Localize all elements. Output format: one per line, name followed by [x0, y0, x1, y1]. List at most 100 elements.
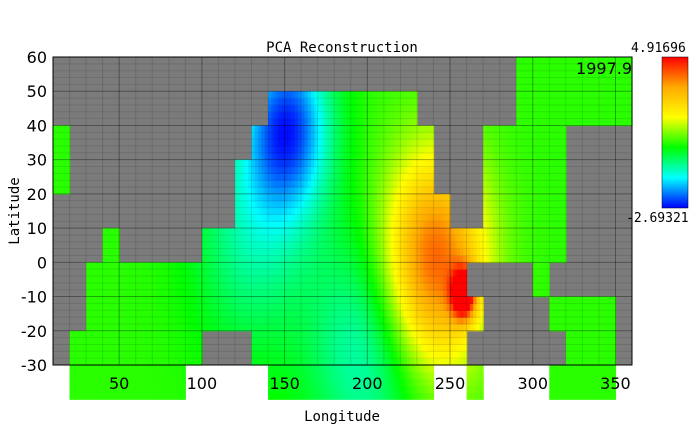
heatmap-cell [334, 139, 339, 147]
heatmap-cell [344, 276, 349, 284]
heatmap-cell [433, 207, 438, 216]
heatmap-cell [301, 234, 306, 243]
heatmap-cell [301, 303, 306, 311]
heatmap-cell [377, 269, 382, 277]
heatmap-cell [433, 228, 438, 236]
heatmap-cell [105, 269, 110, 277]
heatmap-cell [314, 385, 319, 393]
heatmap-cell [450, 303, 454, 311]
heatmap-cell [579, 296, 583, 304]
heatmap-cell [532, 63, 537, 72]
heatmap-cell [56, 125, 61, 133]
heatmap-cell [373, 310, 378, 318]
heatmap-cell [277, 282, 282, 291]
heatmap-cell [559, 317, 564, 325]
heatmap-cell [370, 228, 375, 236]
heatmap-cell [320, 234, 325, 243]
heatmap-cell [294, 111, 299, 120]
heatmap-cell [185, 282, 190, 291]
heatmap-cell [416, 187, 421, 195]
heatmap-cell [602, 323, 607, 332]
heatmap-cell [575, 111, 580, 120]
heatmap-cell [354, 289, 358, 298]
heatmap-cell [354, 392, 358, 400]
heatmap-cell [284, 276, 289, 284]
heatmap-cell [433, 282, 438, 291]
heatmap-cell [522, 77, 527, 85]
heatmap-cell [519, 228, 524, 236]
heatmap-cell [479, 378, 484, 387]
heatmap-cell [562, 378, 567, 387]
heatmap-cell [383, 392, 388, 400]
heatmap-cell [261, 289, 266, 298]
heatmap-cell [72, 392, 77, 400]
heatmap-cell [450, 310, 454, 318]
heatmap-cell [397, 118, 401, 127]
heatmap-cell [496, 193, 501, 202]
heatmap-cell [301, 91, 306, 99]
heatmap-cell [307, 200, 312, 209]
heatmap-cell [364, 221, 368, 229]
heatmap-cell [377, 323, 382, 332]
heatmap-cell [423, 269, 428, 277]
heatmap-cell [307, 241, 312, 250]
heatmap-cell [377, 262, 382, 270]
heatmap-cell [529, 193, 534, 202]
heatmap-cell [562, 214, 567, 222]
heatmap-cell [287, 378, 292, 387]
heatmap-cell [380, 118, 385, 127]
heatmap-cell [506, 173, 511, 181]
heatmap-cell [69, 392, 74, 400]
heatmap-cell [320, 111, 325, 120]
heatmap-cell [175, 365, 180, 373]
heatmap-cell [413, 111, 418, 120]
heatmap-cell [466, 378, 471, 387]
heatmap-cell [307, 310, 312, 318]
heatmap-cell [251, 234, 256, 243]
heatmap-cell [148, 296, 153, 304]
heatmap-cell [182, 337, 186, 346]
heatmap-cell [297, 344, 302, 352]
heatmap-cell [244, 255, 249, 263]
heatmap-cell [565, 296, 570, 304]
heatmap-cell [225, 317, 229, 325]
heatmap-cell [483, 139, 488, 147]
heatmap-cell [360, 111, 365, 120]
heatmap-cell [162, 358, 167, 366]
heatmap-cell [162, 269, 167, 277]
heatmap-cell [539, 200, 544, 209]
heatmap-cell [337, 323, 342, 332]
heatmap-cell [115, 282, 120, 291]
heatmap-cell [387, 152, 392, 161]
heatmap-cell [228, 289, 233, 298]
heatmap-cell [344, 241, 349, 250]
heatmap-cell [129, 378, 134, 387]
heatmap-cell [244, 234, 249, 243]
heatmap-cell [585, 351, 590, 359]
heatmap-cell [562, 132, 567, 140]
heatmap-cell [307, 180, 312, 188]
heatmap-cell [337, 104, 342, 113]
heatmap-cell [125, 296, 130, 304]
heatmap-cell [350, 248, 355, 257]
heatmap-cell [400, 207, 405, 216]
heatmap-cell [536, 91, 540, 99]
heatmap-cell [155, 330, 160, 339]
heatmap-cell [234, 159, 239, 168]
heatmap-cell [86, 323, 90, 332]
heatmap-cell [86, 282, 90, 291]
heatmap-cell [383, 344, 388, 352]
heatmap-cell [248, 159, 253, 168]
heatmap-cell [274, 200, 279, 209]
heatmap-cell [526, 207, 531, 216]
heatmap-cell [387, 337, 392, 346]
heatmap-cell [367, 180, 372, 188]
heatmap-cell [254, 173, 259, 181]
heatmap-cell [59, 145, 64, 154]
heatmap-cell [330, 214, 335, 222]
heatmap-cell [297, 193, 302, 202]
heatmap-cell [238, 228, 243, 236]
heatmap-cell [410, 159, 415, 168]
heatmap-cell [337, 111, 342, 120]
heatmap-cell [443, 276, 448, 284]
